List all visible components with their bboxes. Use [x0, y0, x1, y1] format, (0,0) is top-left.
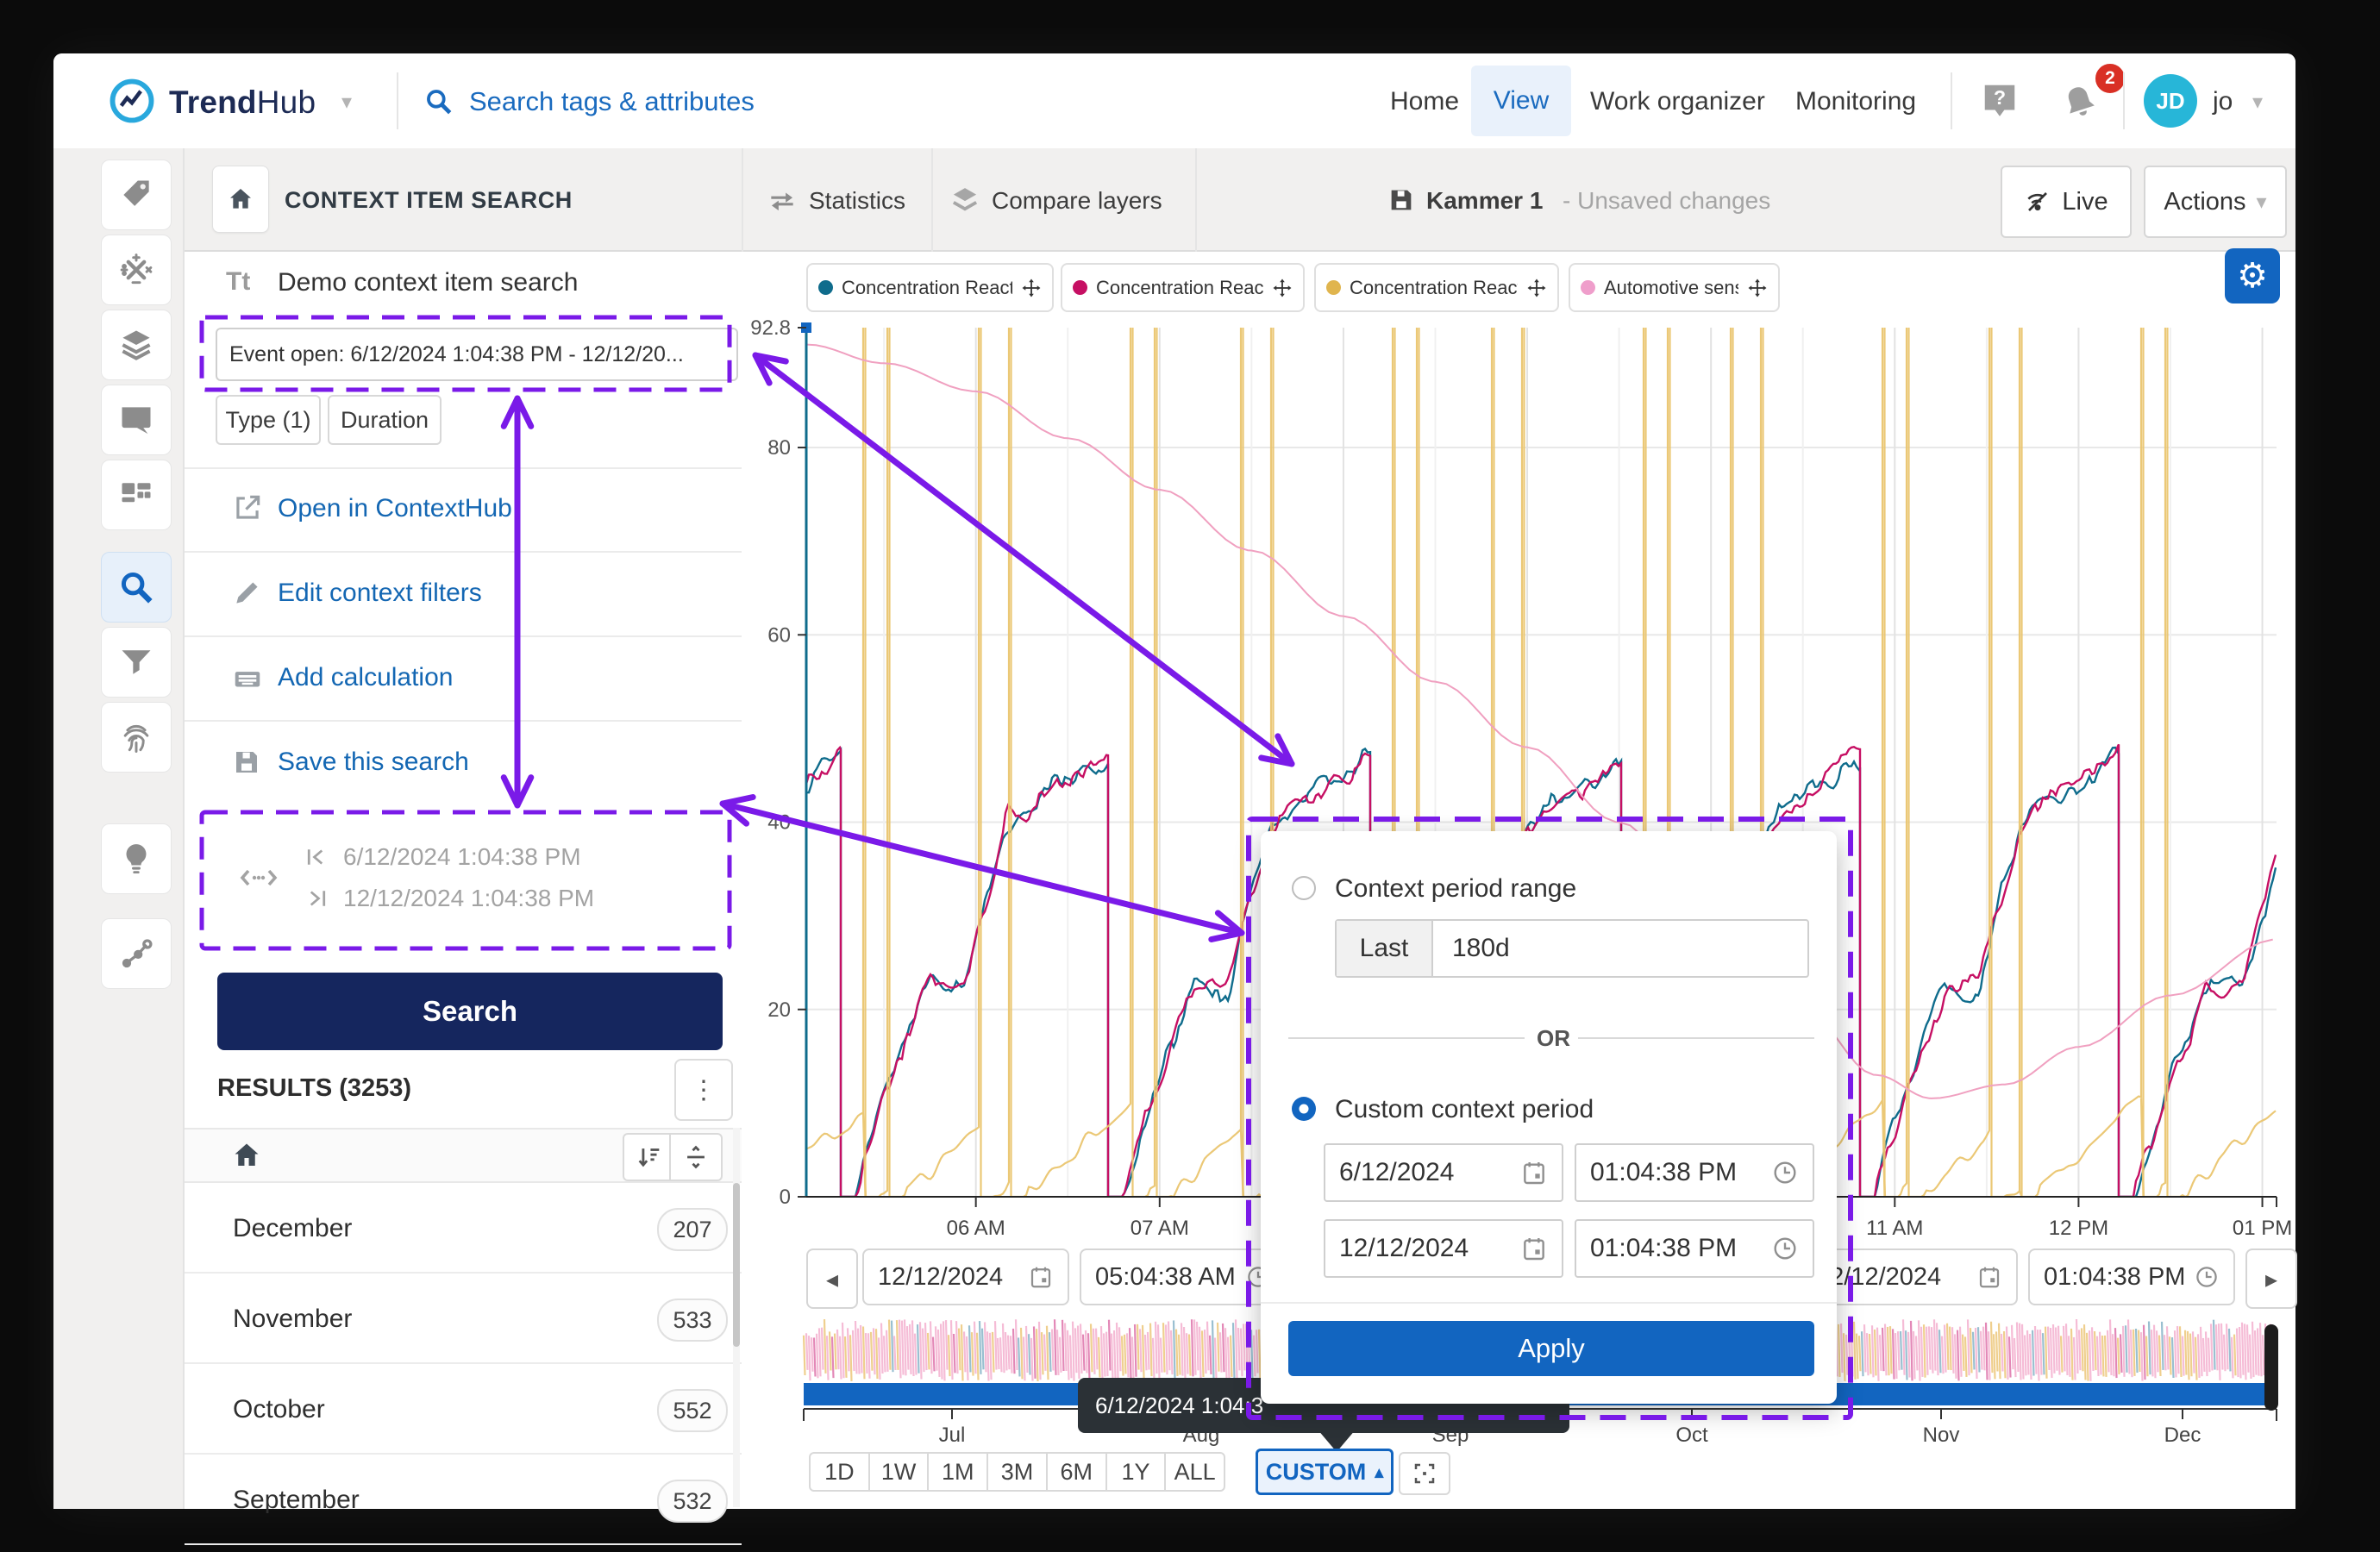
- svg-text:Jul: Jul: [939, 1424, 966, 1447]
- svg-text:Nov: Nov: [1923, 1424, 1960, 1447]
- modal-end-date-value: 12/12/2024: [1339, 1234, 1469, 1263]
- zoom-preset-6m[interactable]: 6M: [1046, 1452, 1107, 1492]
- zoom-preset-1d[interactable]: 1D: [809, 1452, 870, 1492]
- custom-label: CUSTOM: [1266, 1459, 1367, 1486]
- or-divider: [1288, 1037, 1525, 1039]
- modal-end-time-field[interactable]: 01:04:38 PM: [1575, 1219, 1814, 1278]
- zoom-preset-1w[interactable]: 1W: [868, 1452, 930, 1492]
- apply-button[interactable]: Apply: [1288, 1321, 1814, 1376]
- last-segment[interactable]: Last: [1337, 921, 1433, 976]
- custom-context-period-radio[interactable]: [1291, 1096, 1317, 1122]
- timeline-range-handle[interactable]: [2264, 1324, 2278, 1411]
- zoom-preset-group: 1D1W1M3M6M1YALL: [809, 1452, 1225, 1492]
- modal-divider: [1261, 1302, 1837, 1304]
- fit-to-view-button[interactable]: [1399, 1452, 1450, 1495]
- or-divider: [1578, 1037, 1814, 1039]
- zoom-preset-3m[interactable]: 3M: [986, 1452, 1048, 1492]
- zoom-preset-1y[interactable]: 1Y: [1105, 1452, 1167, 1492]
- last-duration-field[interactable]: Last 180d: [1335, 919, 1809, 978]
- context-period-range-radio[interactable]: [1291, 875, 1317, 901]
- zoom-preset-1m[interactable]: 1M: [927, 1452, 988, 1492]
- modal-start-date-field[interactable]: 6/12/2024: [1324, 1143, 1563, 1202]
- custom-context-period-label[interactable]: Custom context period: [1335, 1095, 1594, 1124]
- modal-end-time-value: 01:04:38 PM: [1590, 1234, 1737, 1263]
- modal-start-date-value: 6/12/2024: [1339, 1158, 1454, 1187]
- modal-start-time-field[interactable]: 01:04:38 PM: [1575, 1143, 1814, 1202]
- svg-text:Oct: Oct: [1675, 1424, 1708, 1447]
- calendar-icon[interactable]: [1520, 1235, 1548, 1262]
- context-period-range-label[interactable]: Context period range: [1335, 874, 1576, 904]
- clock-icon[interactable]: [1771, 1159, 1799, 1186]
- last-duration-value[interactable]: 180d: [1433, 934, 1807, 963]
- tooltip-text: 6/12/2024 1:04:3: [1095, 1392, 1263, 1419]
- zoom-preset-all[interactable]: ALL: [1164, 1452, 1225, 1492]
- clock-icon[interactable]: [1771, 1235, 1799, 1262]
- calendar-icon[interactable]: [1520, 1159, 1548, 1186]
- modal-end-date-field[interactable]: 12/12/2024: [1324, 1219, 1563, 1278]
- svg-text:Dec: Dec: [2164, 1424, 2202, 1447]
- or-label: OR: [1537, 1025, 1570, 1052]
- timeline-overview-strip[interactable]: JulAugSepOctNovDec: [0, 0, 2380, 1552]
- modal-start-time-value: 01:04:38 PM: [1590, 1158, 1737, 1187]
- custom-period-button[interactable]: CUSTOM▴: [1256, 1449, 1394, 1495]
- framed-screenshot: { "app": {"brand_trend": "Trend", "brand…: [0, 0, 2380, 1552]
